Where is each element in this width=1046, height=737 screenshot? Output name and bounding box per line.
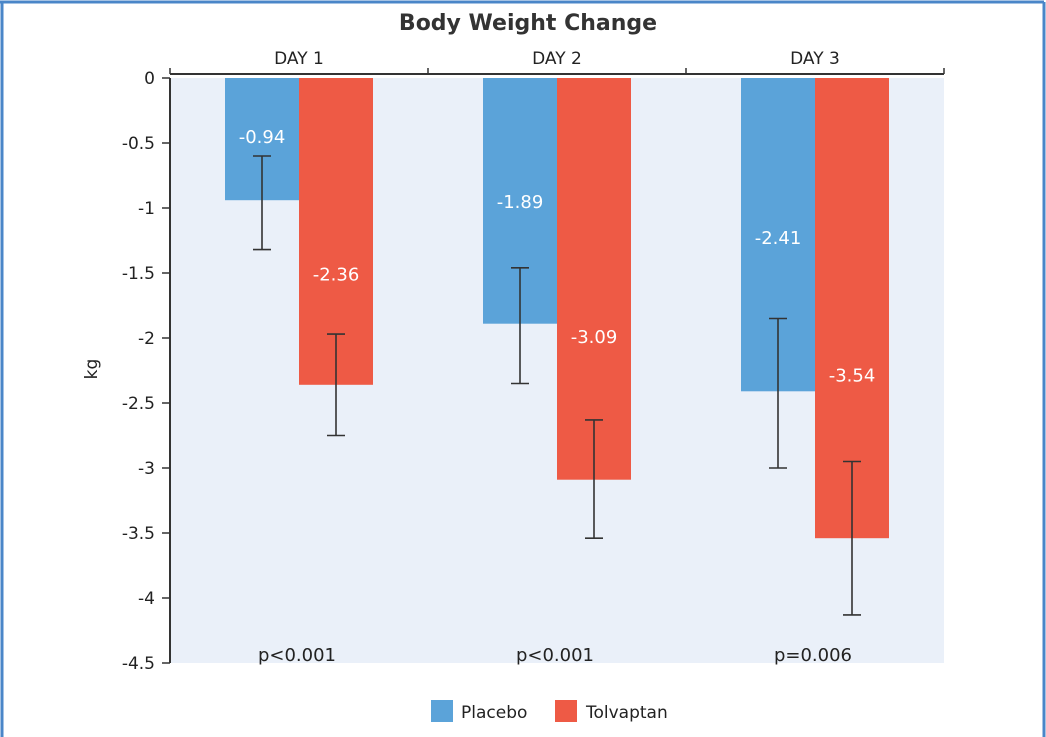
chart-title: Body Weight Change (399, 11, 657, 36)
bar-labels-group: -0.94 -2.36 -1.89 -3.09 -2.41 -3.54 (239, 127, 876, 387)
y-tick-label: -4.5 (122, 654, 155, 674)
y-tick-label: -3.5 (122, 524, 155, 544)
legend-label-placebo: Placebo (461, 703, 527, 723)
y-tick-label: -1.5 (122, 264, 155, 284)
bar-tolvaptan (557, 78, 631, 480)
bar-value-label-tolvaptan: -3.09 (571, 327, 618, 348)
p-value-label: p=0.006 (774, 645, 852, 666)
y-tick-label: -0.5 (122, 134, 155, 154)
y-tick-label: -3 (138, 459, 155, 479)
y-tick-label: 0 (144, 69, 155, 89)
y-axis-label: kg (82, 359, 102, 380)
top-category-axis: DAY 1 DAY 2 DAY 3 (169, 49, 945, 75)
category-label: DAY 1 (274, 49, 324, 69)
bar-value-label-placebo: -0.94 (239, 127, 286, 148)
bar-value-label-tolvaptan: -3.54 (829, 366, 876, 387)
bar-value-label-placebo: -1.89 (497, 192, 544, 213)
y-tick-label: -4 (138, 589, 155, 609)
category-label: DAY 3 (790, 49, 840, 69)
bar-value-label-tolvaptan: -2.36 (313, 264, 360, 285)
legend-swatch-placebo (431, 700, 453, 722)
legend-swatch-tolvaptan (555, 700, 577, 722)
category-label: DAY 2 (532, 49, 582, 69)
p-value-label: p<0.001 (516, 645, 594, 666)
legend: Placebo Tolvaptan (431, 700, 668, 723)
p-values-group: p<0.001 p<0.001 p=0.006 (258, 645, 852, 666)
legend-label-tolvaptan: Tolvaptan (585, 703, 668, 723)
error-bars-group (253, 155, 861, 616)
p-value-label: p<0.001 (258, 645, 336, 666)
y-tick-label: -2.5 (122, 394, 155, 414)
y-axis: 0 -0.5 -1 -1.5 -2 -2.5 -3 -3.5 -4 -4.5 (122, 69, 171, 674)
bar-value-label-placebo: -2.41 (755, 228, 802, 249)
y-tick-label: -2 (138, 329, 155, 349)
y-tick-label: -1 (138, 199, 155, 219)
